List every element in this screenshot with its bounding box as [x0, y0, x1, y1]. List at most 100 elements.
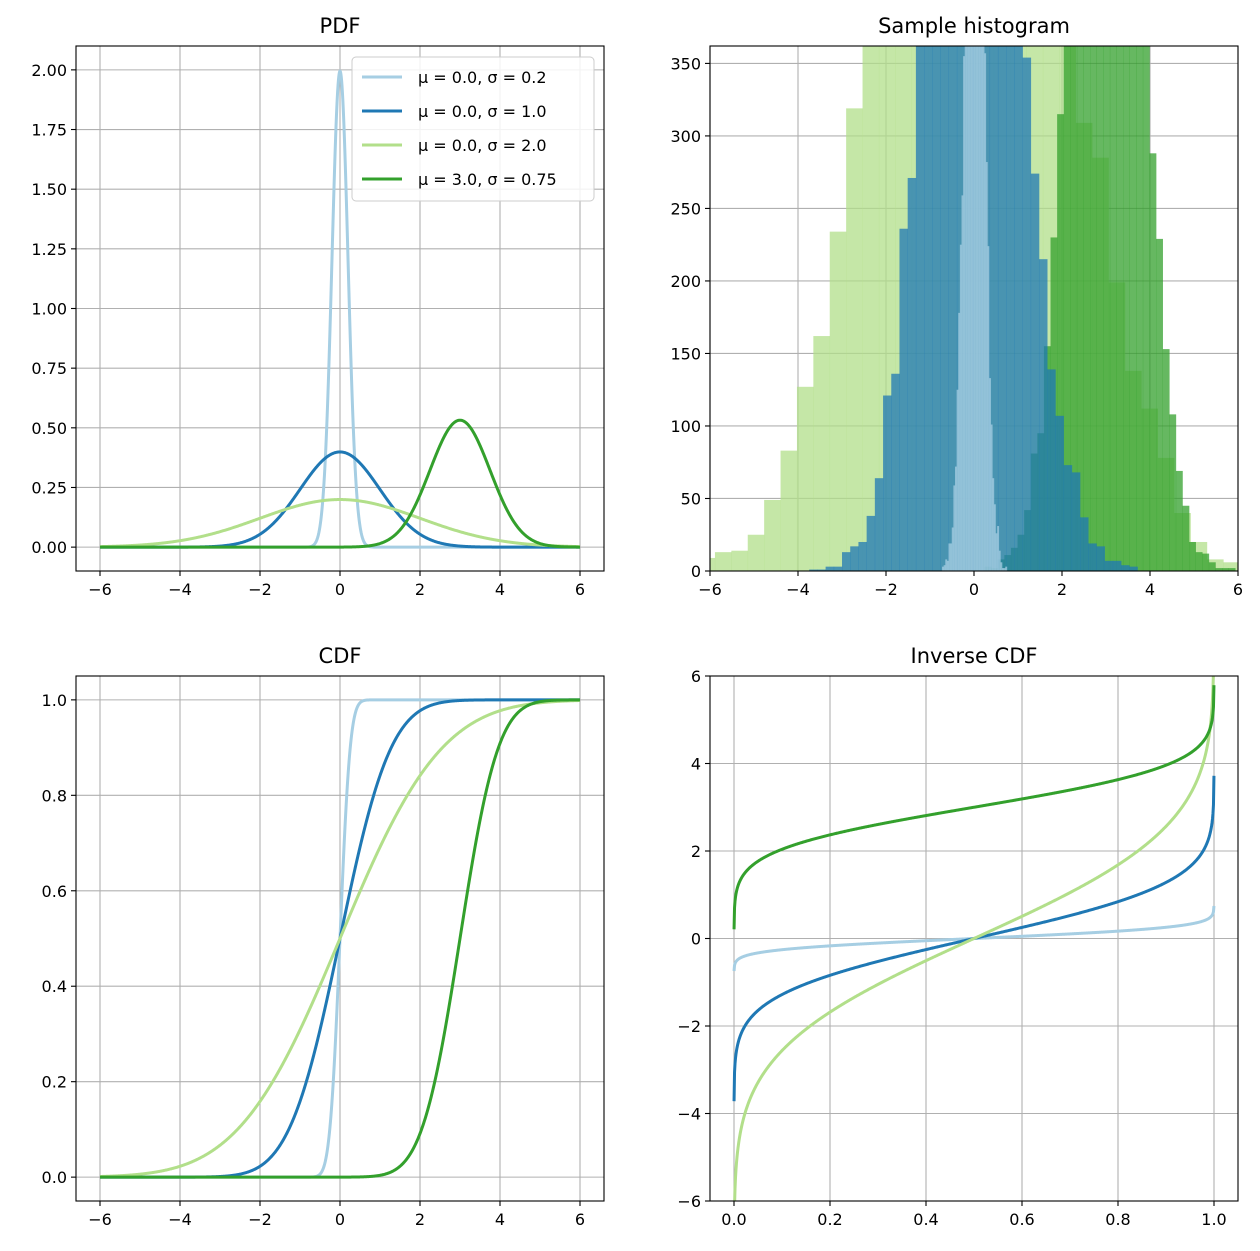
histogram-bar [997, 46, 1007, 571]
histogram-bar [899, 228, 908, 571]
histogram-bar [1076, 46, 1084, 571]
histogram-bar [985, 162, 988, 571]
cdf-y-tick-label: 0.8 [42, 786, 67, 805]
histogram-bar [1222, 568, 1229, 571]
histogram-bar [710, 557, 716, 571]
histogram-bar [948, 46, 958, 571]
histogram-bar [964, 46, 967, 571]
histogram-bar [989, 46, 999, 571]
pdf-y-tick-label: 1.50 [31, 180, 67, 199]
histogram-bar [932, 46, 941, 571]
inverse-cdf-y-tick-label: −6 [677, 1192, 701, 1211]
inverse-cdf-x-tick-label: 1.0 [1201, 1210, 1226, 1229]
histogram-x-tick-label: 4 [1145, 580, 1155, 599]
histogram-bar [842, 552, 851, 571]
pdf-y-tick-label: 0.75 [31, 359, 67, 378]
histogram-bar [850, 546, 859, 571]
histogram-bar [1003, 568, 1006, 571]
histogram-bar [862, 46, 880, 571]
histogram-bar [1156, 238, 1163, 571]
cdf-panel: −6 −4 −2 0 2 4 6 0.0 0.2 0.4 0.6 0.8 1.0 CDF [42, 644, 605, 1229]
histogram-bar [1129, 566, 1138, 571]
histogram-x-tick-label: 2 [1057, 580, 1067, 599]
inverse-cdf-x-tick-label: 0.0 [721, 1210, 746, 1229]
histogram-bar [924, 46, 933, 571]
inverse-cdf-y-tick-label: 2 [691, 842, 701, 861]
histogram-bar [1080, 517, 1089, 571]
pdf-legend-label: μ = 3.0, σ = 0.75 [418, 170, 557, 189]
histogram-bar [1121, 565, 1130, 571]
histogram-bar [1047, 369, 1056, 571]
histogram-bar [891, 373, 900, 571]
pdf-x-tick-label: −2 [248, 580, 272, 599]
cdf-x-tick-label: −6 [88, 1210, 112, 1229]
histogram-bar [976, 46, 978, 571]
cdf-y-tick-label: 0.0 [42, 1168, 67, 1187]
histogram-bar [907, 177, 917, 571]
pdf-series-line [98, 498, 582, 549]
cdf-x-tick-label: 6 [575, 1210, 585, 1229]
inverse-cdf-x-tick-label: 0.4 [913, 1210, 938, 1229]
histogram-bar [817, 569, 826, 571]
histogram-bar [1071, 472, 1081, 571]
histogram-x-tick-label: 0 [969, 580, 979, 599]
pdf-y-tick-label: 0.50 [31, 419, 67, 438]
histogram-bar [1162, 349, 1170, 571]
histogram-bar [989, 378, 991, 571]
pdf-x-tick-label: 2 [415, 580, 425, 599]
histogram-bar [813, 336, 831, 571]
histogram-bar [990, 424, 993, 571]
histogram-bar [780, 450, 798, 571]
histogram-bar [1136, 46, 1144, 571]
histogram-bar [809, 569, 818, 571]
histogram-y-tick-label: 100 [670, 417, 701, 436]
cdf-x-tick-label: 0 [335, 1210, 345, 1229]
cdf-title: CDF [319, 644, 362, 668]
histogram-bar [1215, 568, 1223, 571]
inverse-cdf-y-tick-label: 4 [691, 755, 701, 774]
histogram-bar [980, 46, 983, 571]
histogram-bar [995, 533, 998, 571]
pdf-legend-label: μ = 0.0, σ = 2.0 [418, 136, 547, 155]
histogram-bar [1030, 173, 1040, 571]
histogram-bar [984, 53, 987, 571]
histogram-bar [1096, 46, 1104, 571]
histogram-bar [747, 534, 765, 571]
histogram-bar [961, 195, 964, 571]
cdf-x-tick-label: 2 [415, 1210, 425, 1229]
pdf-series-line [98, 418, 582, 549]
histogram-x-tick-label: 6 [1233, 580, 1243, 599]
histogram-bar [971, 46, 974, 571]
histogram-bar [1070, 46, 1078, 571]
histogram-bar [1189, 541, 1196, 571]
cdf-y-tick-label: 0.4 [42, 977, 67, 996]
inverse-cdf-series-line [733, 676, 1215, 1201]
histogram-y-tick-label: 50 [681, 489, 701, 508]
inverse-cdf-x-tick-label: 0.8 [1105, 1210, 1130, 1229]
histogram-y-tick-label: 350 [670, 54, 701, 73]
histogram-bar [1123, 46, 1130, 571]
histogram-x-tick-label: −6 [698, 580, 722, 599]
histogram-y-tick-label: 150 [670, 344, 701, 363]
pdf-legend: μ = 0.0, σ = 0.2 μ = 0.0, σ = 1.0 μ = 0.0,… [351, 56, 595, 202]
histogram-bar [846, 108, 863, 571]
histogram-bar [764, 499, 781, 571]
histogram-title: Sample histogram [878, 14, 1070, 38]
pdf-title: PDF [320, 14, 361, 38]
cdf-x-tick-label: −4 [168, 1210, 192, 1229]
histogram-bar [969, 46, 972, 571]
histogram-bar [858, 541, 867, 571]
histogram-bar [948, 543, 951, 571]
histogram-bar [972, 46, 975, 571]
histogram-bar [1022, 57, 1032, 571]
histogram-bar [1149, 153, 1157, 571]
histogram-y-tick-label: 300 [670, 127, 701, 146]
histogram-bar [982, 46, 985, 571]
cdf-y-tick-label: 0.6 [42, 882, 67, 901]
histogram-bar [1109, 46, 1117, 571]
histogram-bar [979, 46, 982, 571]
histogram-bar [1175, 470, 1183, 571]
histogram-bar [1014, 46, 1023, 571]
histogram-bar [874, 478, 884, 571]
